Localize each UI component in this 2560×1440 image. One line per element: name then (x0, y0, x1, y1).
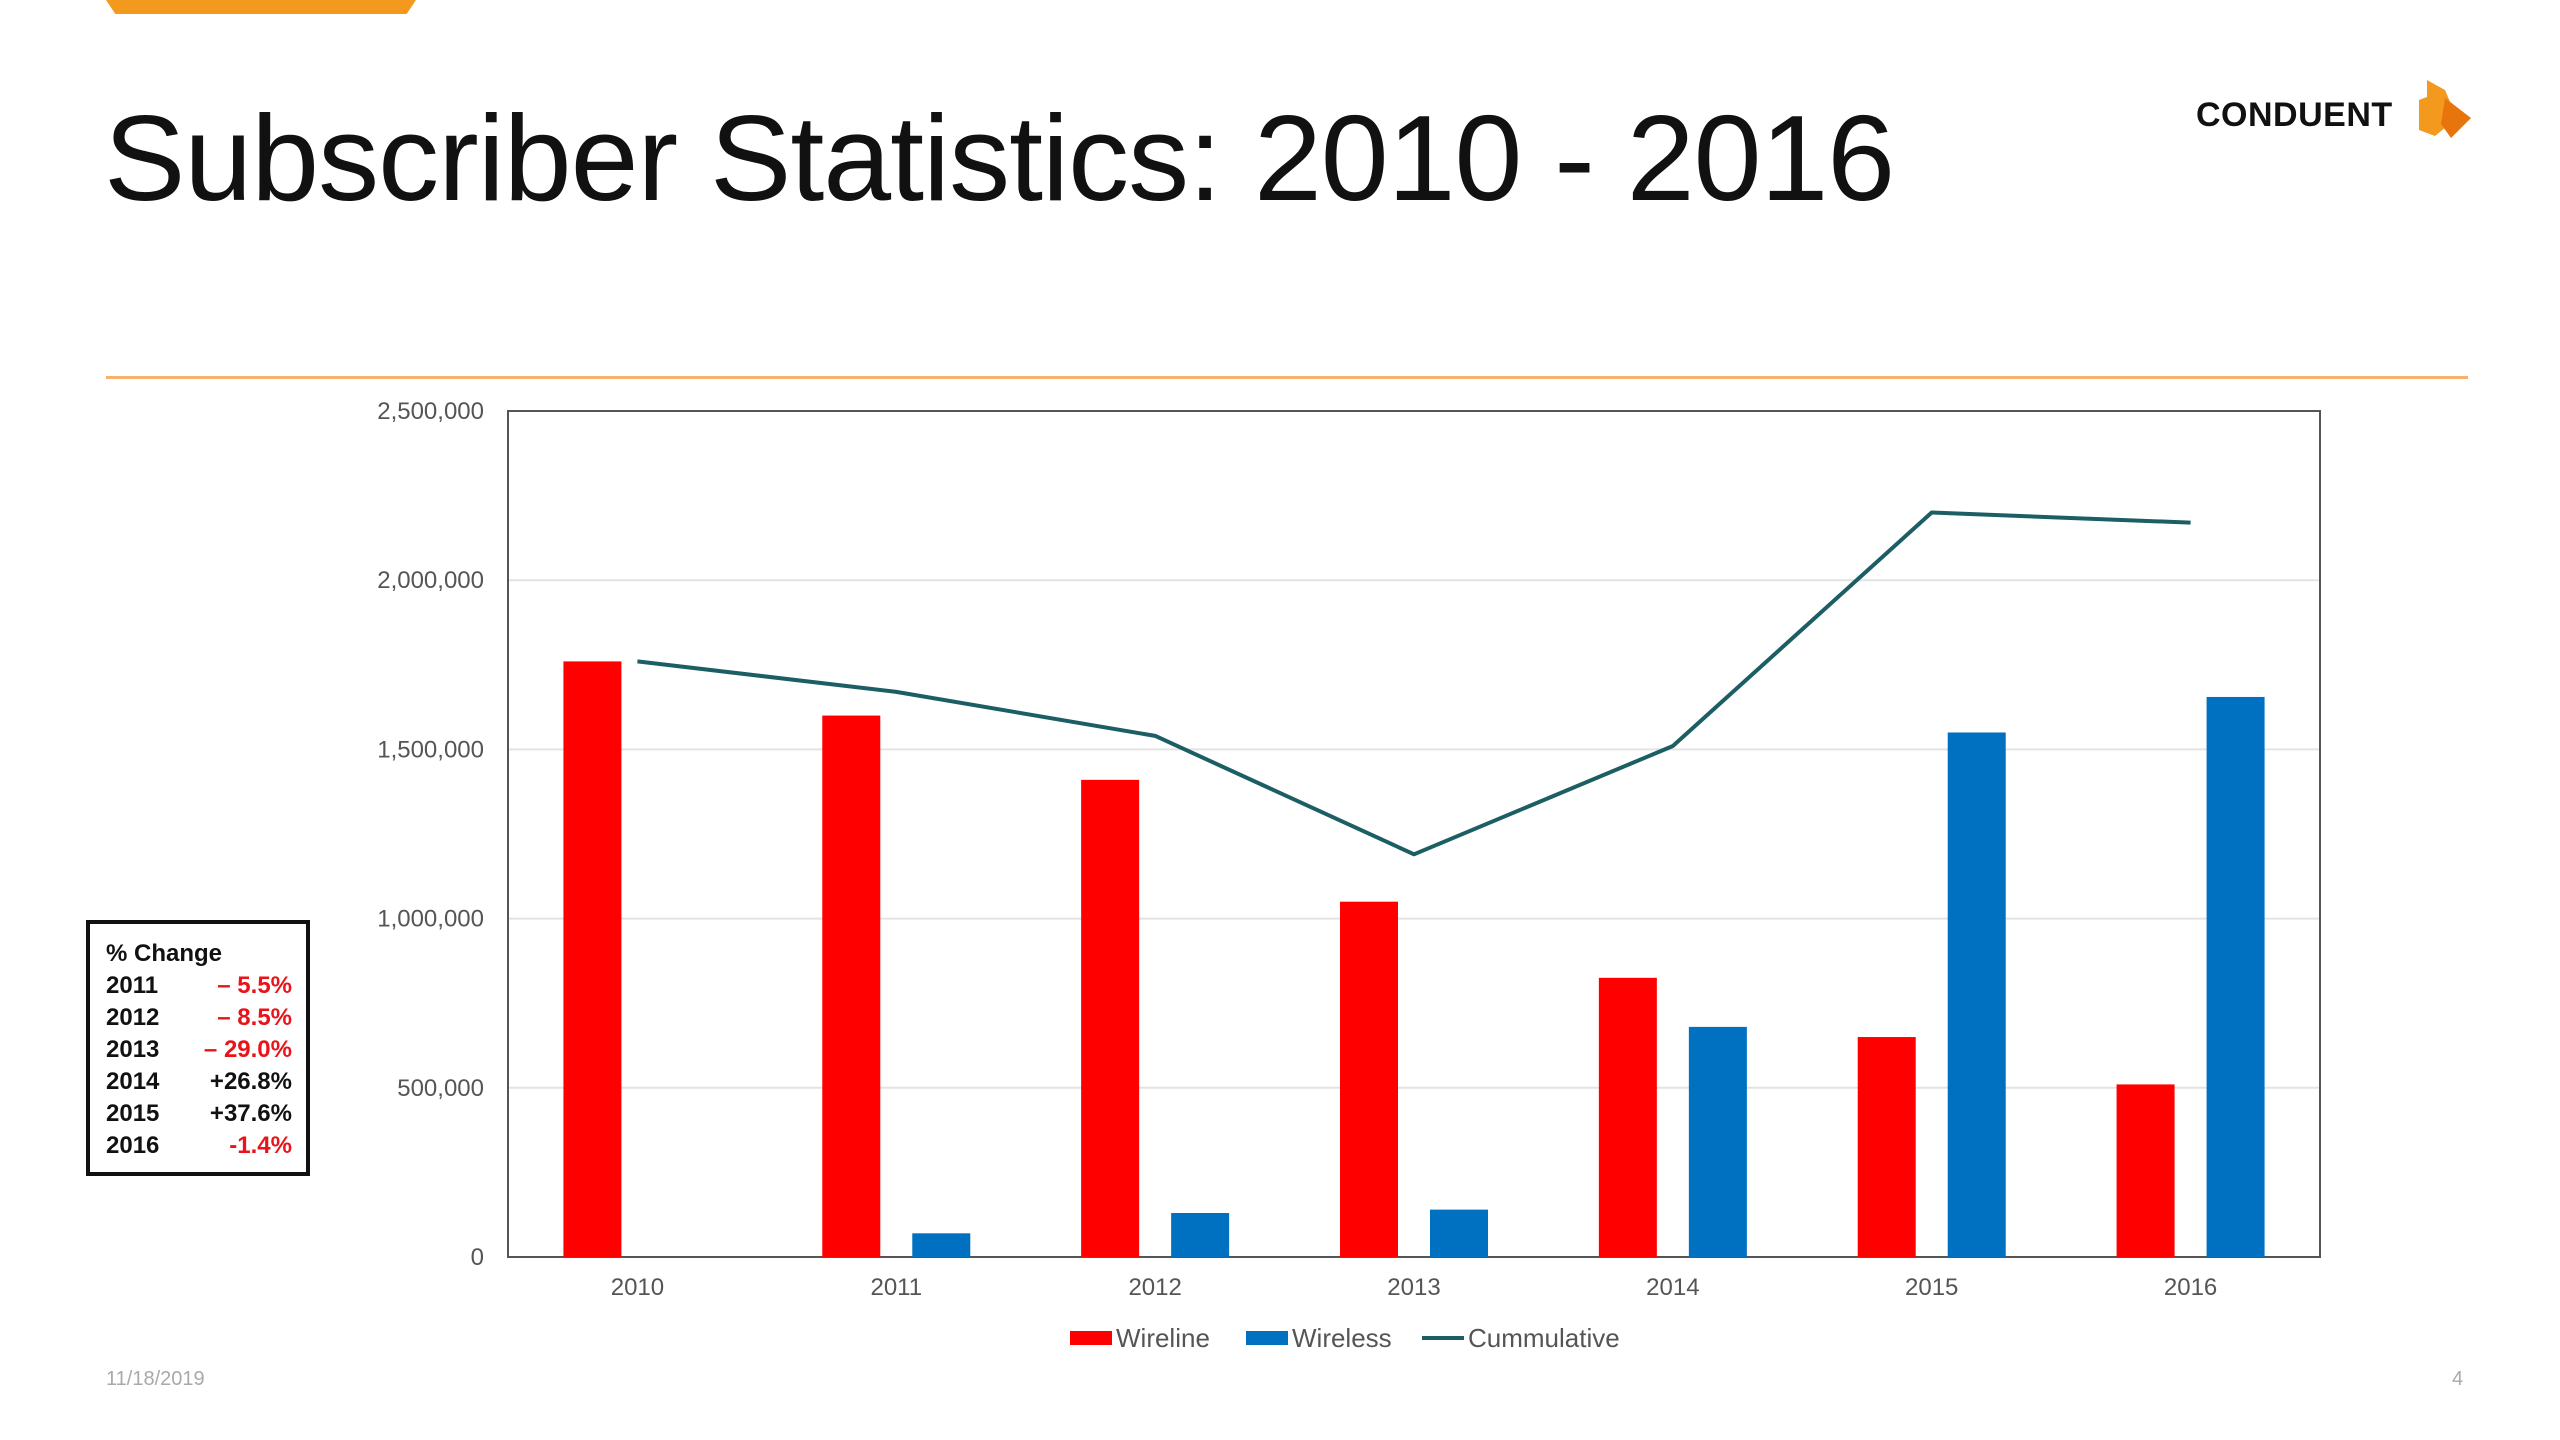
percent-change-value: -1.4% (229, 1132, 292, 1159)
percent-change-value: – 29.0% (203, 1036, 292, 1063)
subscriber-chart: 0 500,000 1,000,000 1,500,000 2,000,000 2,500… (377, 398, 2321, 1353)
legend-label: Wireless (1292, 1323, 1392, 1353)
percent-change-title: % Change (106, 940, 223, 967)
conduent-logo: CONDUENT (2196, 78, 2479, 152)
x-tick-label: 2011 (870, 1274, 922, 1301)
percent-change-value: +26.8% (209, 1068, 292, 1095)
percent-change-row: 2015 +37.6% (106, 1098, 292, 1130)
percent-change-box: % Change 2011 – 5.5% 2012 – 8.5% 2013 – 29.0%… (86, 920, 310, 1176)
wireline-bar (2116, 1084, 2175, 1257)
wireless-bar (1688, 1026, 1747, 1257)
x-tick-label: 2015 (1905, 1274, 1958, 1301)
percent-change-value: +37.6% (209, 1100, 292, 1127)
percent-change-row: 2012 – 8.5% (106, 1002, 292, 1034)
wireless-bar (1171, 1213, 1230, 1257)
wireline-bar (1598, 977, 1657, 1257)
x-tick-label: 2016 (2164, 1274, 2217, 1301)
footer-date: 11/18/2019 (106, 1368, 205, 1390)
conduent-logo-icon (2418, 80, 2471, 138)
wireline-bar (822, 715, 881, 1257)
legend-label: Cummulative (1468, 1323, 1620, 1353)
wireline-bar (1081, 779, 1140, 1257)
header-divider (106, 376, 2468, 379)
slide-title: Subscriber Statistics: 2010 - 2016 (104, 90, 1895, 226)
logo-text: CONDUENT (2196, 95, 2393, 134)
wireless-bar (2206, 696, 2265, 1257)
percent-change-row: 2013 – 29.0% (106, 1034, 292, 1066)
percent-change-year: 2013 (106, 1036, 160, 1063)
x-tick-label: 2013 (1387, 1274, 1440, 1301)
legend-swatch (1070, 1331, 1112, 1345)
x-tick-label: 2014 (1646, 1274, 1699, 1301)
wireless-bar (912, 1233, 971, 1257)
y-tick-label: 0 (471, 1244, 484, 1271)
page-number: 4 (2452, 1368, 2464, 1390)
wireline-bar (563, 661, 622, 1257)
percent-change-year: 2011 (106, 972, 159, 999)
y-tick-label: 1,500,000 (377, 736, 484, 763)
wireless-bar (1947, 732, 2006, 1257)
percent-change-year: 2012 (106, 1004, 160, 1031)
percent-change-value: – 8.5% (217, 1004, 292, 1031)
percent-change-row: 2016 -1.4% (106, 1130, 292, 1162)
cummulative-line (637, 510, 2191, 857)
legend-swatch (1246, 1331, 1288, 1345)
y-tick-label: 1,000,000 (377, 906, 484, 933)
x-tick-label: 2012 (1128, 1274, 1181, 1301)
percent-change-year: 2016 (106, 1132, 160, 1159)
y-tick-label: 2,000,000 (377, 567, 484, 594)
percent-change-value: – 5.5% (217, 972, 292, 999)
wireline-bar (1857, 1037, 1916, 1257)
x-tick-label: 2010 (611, 1274, 664, 1301)
percent-change-row: 2011 – 5.5% (106, 970, 292, 1002)
y-tick-label: 2,500,000 (377, 398, 484, 425)
legend-label: Wireline (1116, 1323, 1210, 1353)
wireline-bar (1340, 901, 1398, 1257)
plot-frame (507, 410, 2321, 1258)
percent-change-year: 2014 (106, 1068, 160, 1095)
percent-change-row: 2014 +26.8% (106, 1066, 292, 1098)
wireless-bar (1430, 1209, 1488, 1257)
top-accent-bar (106, 0, 416, 14)
percent-change-year: 2015 (106, 1100, 160, 1127)
y-tick-label: 500,000 (397, 1075, 484, 1102)
